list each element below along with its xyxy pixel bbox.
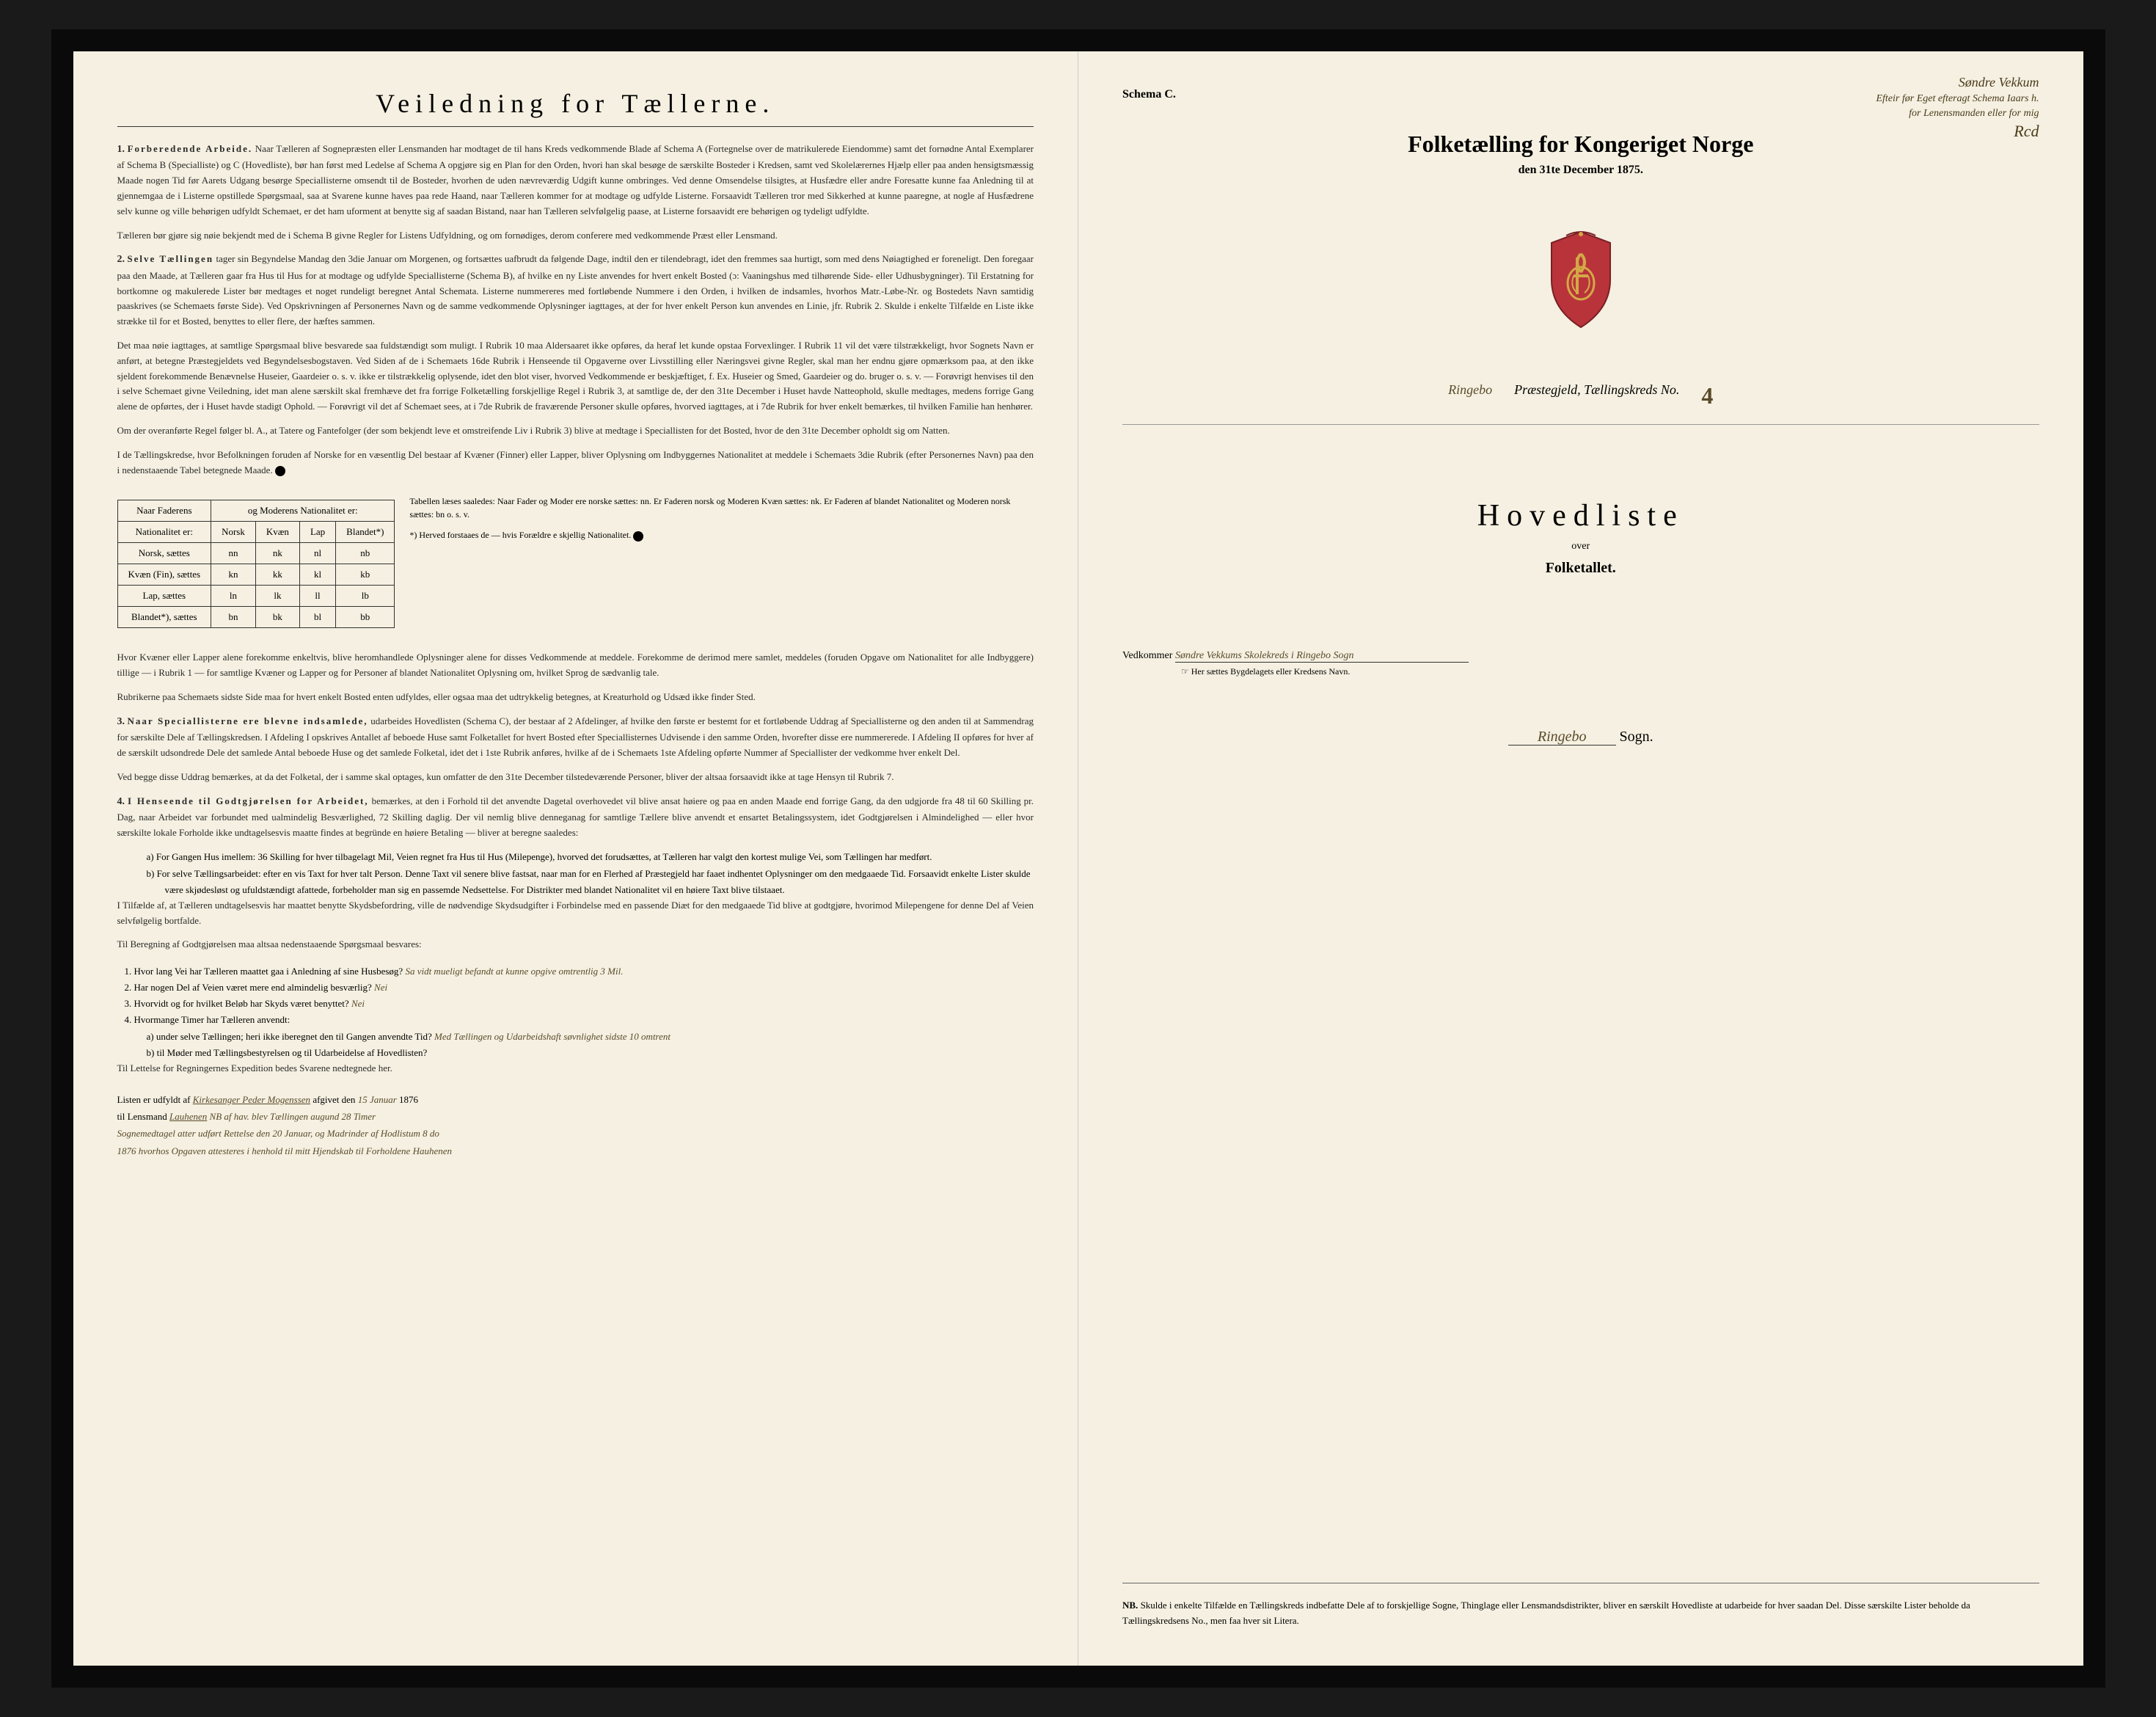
sub-list: a) For Gangen Hus imellem: 36 Skilling f… <box>117 849 1034 897</box>
population-label: Folketallet. <box>1122 560 2039 577</box>
question-3: 3. Hvorvidt og for hvilket Beløb har Sky… <box>117 996 1034 1012</box>
para-1b: Tælleren bør gjøre sig nøie bekjendt med… <box>117 228 1034 244</box>
table-col-header: Nationalitet er: <box>117 522 211 543</box>
document-frame: Veiledning for Tællerne. 1. Forberedende… <box>51 29 2105 1688</box>
para-1: 1. Forberedende Arbeide. Naar Tælleren a… <box>117 142 1034 219</box>
right-page: Søndre Vekkum Efteir før Eget efteragt S… <box>1078 51 2083 1666</box>
table-row: Kvæn (Fin), sættes kn kk kl kb <box>117 564 395 586</box>
ink-blot-icon <box>633 531 643 542</box>
question-4b: b) til Møder med Tællingsbestyrelsen og … <box>147 1045 1034 1061</box>
signature-block: Listen er udfyldt af Kirkesanger Peder M… <box>117 1091 1034 1160</box>
question-4: 4. Hvormange Timer har Tælleren anvendt: <box>117 1012 1034 1028</box>
para-2: 2. Selve Tællingen tager sin Begyndelse … <box>117 252 1034 329</box>
handwritten-header: Søndre Vekkum Efteir før Eget efteragt S… <box>1876 73 2039 143</box>
table-header: og Moderens Nationalitet er: <box>211 500 395 522</box>
para-8: Til Beregning af Godtgjørelsen maa altsa… <box>117 937 1034 952</box>
question-4a: a) under selve Tællingen; heri ikke iber… <box>147 1029 1034 1045</box>
district-line: Ringebo Præstegjeld, Tællingskreds No. 4 <box>1122 382 2039 425</box>
document-spread: Veiledning for Tællerne. 1. Forberedende… <box>73 51 2083 1666</box>
table-col-header: Norsk <box>211 522 256 543</box>
para-3: Det maa nøie iagttages, at samtlige Spør… <box>117 338 1034 415</box>
para-4b: Rubrikerne paa Schemaets sidste Side maa… <box>117 690 1034 705</box>
question-2: 2. Har nogen Del af Veien været mere end… <box>117 980 1034 996</box>
nota-bene: NB. Skulde i enkelte Tilfælde en Tælling… <box>1122 1583 2039 1629</box>
left-page: Veiledning for Tællerne. 1. Forberedende… <box>73 51 1079 1666</box>
para-5: 3. Naar Speciallisterne ere blevne indsa… <box>117 714 1034 761</box>
final-note: Til Lettelse for Regningernes Expedition… <box>117 1061 1034 1076</box>
table-explanation: Tabellen læses saaledes: Naar Fader og M… <box>409 489 1034 542</box>
table-row: Norsk, sættes nn nk nl nb <box>117 543 395 564</box>
concerns-note: ☞ Her sættes Bygdelagets eller Kredsens … <box>1122 666 2039 677</box>
main-list-title: Hovedliste <box>1122 498 2039 533</box>
para-3c: I de Tællingskredse, hvor Befolkningen f… <box>117 448 1034 478</box>
table-col-header: Blandet*) <box>336 522 395 543</box>
para-3b: Om der overanførte Regel følger bl. A., … <box>117 423 1034 439</box>
table-col-header: Lap <box>299 522 335 543</box>
item-b: b) For selve Tællingsarbeidet: efter en … <box>147 866 1034 898</box>
nationality-table: Naar Faderens og Moderens Nationalitet e… <box>117 500 395 628</box>
para-4: Hvor Kvæner eller Lapper alene forekomme… <box>117 650 1034 681</box>
ink-blot-icon <box>275 466 285 476</box>
census-date: den 31te December 1875. <box>1122 164 2039 177</box>
table-row: Lap, sættes ln lk ll lb <box>117 586 395 607</box>
table-row: Blandet*), sættes bn bk bl bb <box>117 607 395 628</box>
concerns-line: Vedkommer Søndre Vekkums Skolekreds i Ri… <box>1122 650 2039 677</box>
parish-line: Ringebo Sogn. <box>1122 729 2039 746</box>
questions-block: 1. Hvor lang Vei har Tælleren maattet ga… <box>117 963 1034 1061</box>
item-a: a) For Gangen Hus imellem: 36 Skilling f… <box>147 849 1034 865</box>
over-label: over <box>1122 541 2039 553</box>
table-header: Naar Faderens <box>117 500 211 522</box>
nationality-table-wrapper: Naar Faderens og Moderens Nationalitet e… <box>117 489 1034 639</box>
para-5b: Ved begge disse Uddrag bemærkes, at da d… <box>117 770 1034 785</box>
instructions-title: Veiledning for Tællerne. <box>117 88 1034 127</box>
question-1: 1. Hvor lang Vei har Tælleren maattet ga… <box>117 963 1034 980</box>
para-7: I Tilfælde af, at Tælleren undtagelsesvi… <box>117 898 1034 929</box>
table-col-header: Kvæn <box>255 522 299 543</box>
coat-of-arms-icon <box>1537 228 1625 331</box>
para-6: 4. I Henseende til Godtgjørelsen for Arb… <box>117 794 1034 841</box>
